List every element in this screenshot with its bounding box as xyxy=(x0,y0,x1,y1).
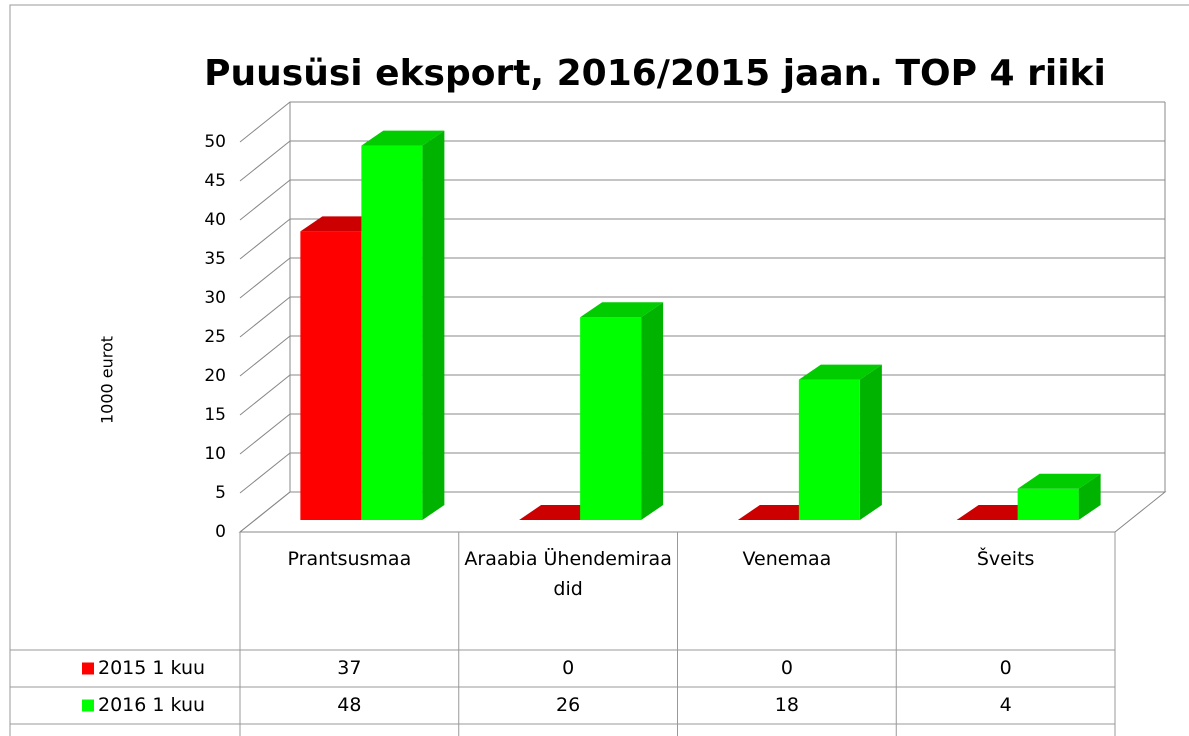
category-label: Venemaa xyxy=(742,548,832,570)
grid-line xyxy=(239,257,1165,299)
bar-top xyxy=(361,130,445,146)
y-axis-label: 1000 eurot xyxy=(98,336,117,424)
legend-label: 2016 1 kuu xyxy=(98,694,205,716)
bar xyxy=(300,231,362,520)
category-cell: Šveits xyxy=(976,548,1035,570)
y-tick-label: 5 xyxy=(215,483,226,503)
legend-swatch xyxy=(82,699,94,712)
table-value: 26 xyxy=(556,694,580,716)
grid-line xyxy=(239,296,1165,338)
y-tick-label: 10 xyxy=(204,444,226,464)
y-tick-label: 50 xyxy=(204,132,226,152)
y-tick-label: 0 xyxy=(215,522,226,542)
bar xyxy=(580,317,642,520)
bar-top xyxy=(1017,473,1101,489)
chart-frame xyxy=(9,4,1189,736)
table-value: 4 xyxy=(1000,694,1012,716)
legend-label: 2015 1 kuu xyxy=(98,657,205,679)
y-tick-label: 20 xyxy=(204,366,226,386)
grid-line xyxy=(239,140,1165,182)
category-cell: Prantsusmaa xyxy=(287,548,412,570)
y-tick-label: 30 xyxy=(204,288,226,308)
table-value: 0 xyxy=(1000,657,1012,679)
bar-side xyxy=(859,364,882,520)
bar-top xyxy=(798,364,882,380)
bar xyxy=(361,145,423,520)
y-tick-label: 40 xyxy=(204,210,226,230)
chart-title: Puusüsi eksport, 2016/2015 jaan. TOP 4 r… xyxy=(204,53,1106,94)
table-value: 0 xyxy=(562,657,574,679)
category-cell: Venemaa xyxy=(742,548,832,570)
bar-side xyxy=(1078,473,1101,520)
grid-line xyxy=(239,218,1165,260)
y-tick-label: 25 xyxy=(204,327,226,347)
grid-line xyxy=(239,101,1165,143)
grid-line xyxy=(239,335,1165,377)
table-value: 48 xyxy=(337,694,361,716)
bar-side xyxy=(641,302,664,520)
y-tick-label: 15 xyxy=(204,405,226,425)
legend-swatch xyxy=(82,662,94,675)
y-tick-label: 35 xyxy=(204,249,226,269)
table-value: 0 xyxy=(781,657,793,679)
grid-line xyxy=(239,179,1165,221)
y-tick-label: 45 xyxy=(204,171,226,191)
table-value: 18 xyxy=(775,694,799,716)
category-cell: Araabia Ühendemiraadid xyxy=(464,548,672,600)
category-label: Araabia Ühendemiraadid xyxy=(464,548,672,600)
category-label: Šveits xyxy=(976,548,1035,570)
bar-top xyxy=(580,302,664,318)
category-label: Prantsusmaa xyxy=(287,548,412,570)
table-value: 37 xyxy=(337,657,361,679)
bar xyxy=(1017,488,1079,520)
bar xyxy=(798,379,860,520)
bar-side xyxy=(422,130,445,520)
